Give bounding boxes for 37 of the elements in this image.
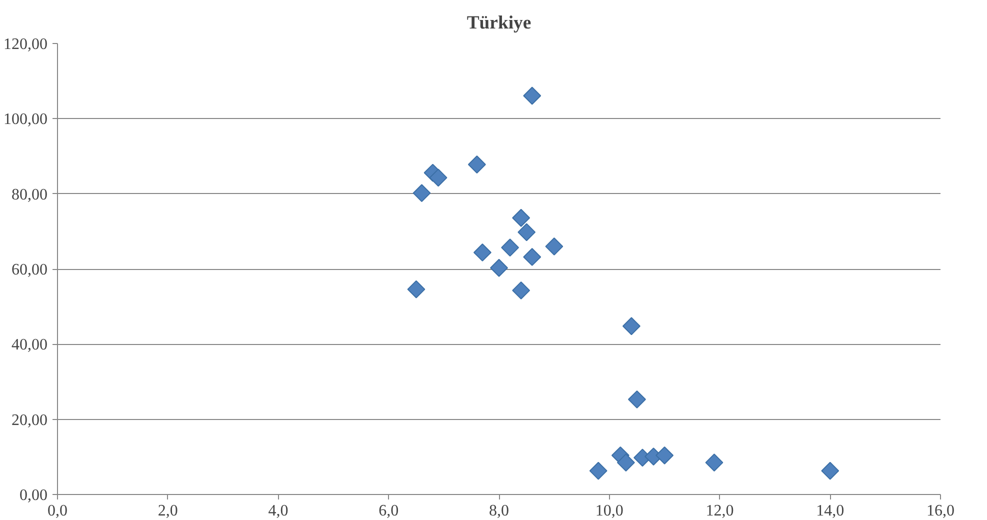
y-tick-label: 60,00 [12, 262, 48, 278]
x-tick-label: 12,0 [706, 502, 734, 520]
point [512, 281, 530, 300]
point [473, 243, 492, 262]
point [429, 168, 448, 187]
x-tick-label: 6,0 [378, 502, 399, 520]
point [622, 317, 640, 336]
y-tick-label: 100,00 [4, 111, 48, 128]
x-tick-label: 0,0 [48, 502, 68, 520]
x-tick-label: 16,0 [926, 502, 954, 520]
point [545, 237, 564, 256]
point [407, 280, 426, 298]
y-tick-label: 120,00 [4, 36, 48, 53]
y-tick-label: 80,00 [12, 186, 48, 204]
point [821, 462, 840, 480]
point [468, 156, 486, 174]
y-tick-label: 20,00 [12, 412, 48, 429]
point [501, 238, 520, 257]
chart-title: Türkiye [466, 12, 532, 34]
point [589, 462, 608, 480]
point [512, 208, 530, 227]
point [490, 258, 508, 277]
point [412, 184, 431, 202]
y-tick-label: 0,00 [20, 487, 48, 504]
x-tick-label: 14,0 [816, 502, 844, 520]
x-tick-label: 4,0 [268, 502, 288, 520]
point [705, 454, 724, 472]
x-tick-label: 10,0 [595, 502, 624, 520]
point [628, 390, 646, 408]
x-tick-label: 2,0 [158, 502, 178, 520]
point [523, 248, 542, 266]
point [616, 454, 635, 472]
point [518, 223, 536, 242]
point [656, 446, 674, 464]
point [523, 86, 542, 105]
x-tick-label: 8,0 [489, 502, 509, 520]
y-tick-label: 40,00 [12, 336, 48, 354]
